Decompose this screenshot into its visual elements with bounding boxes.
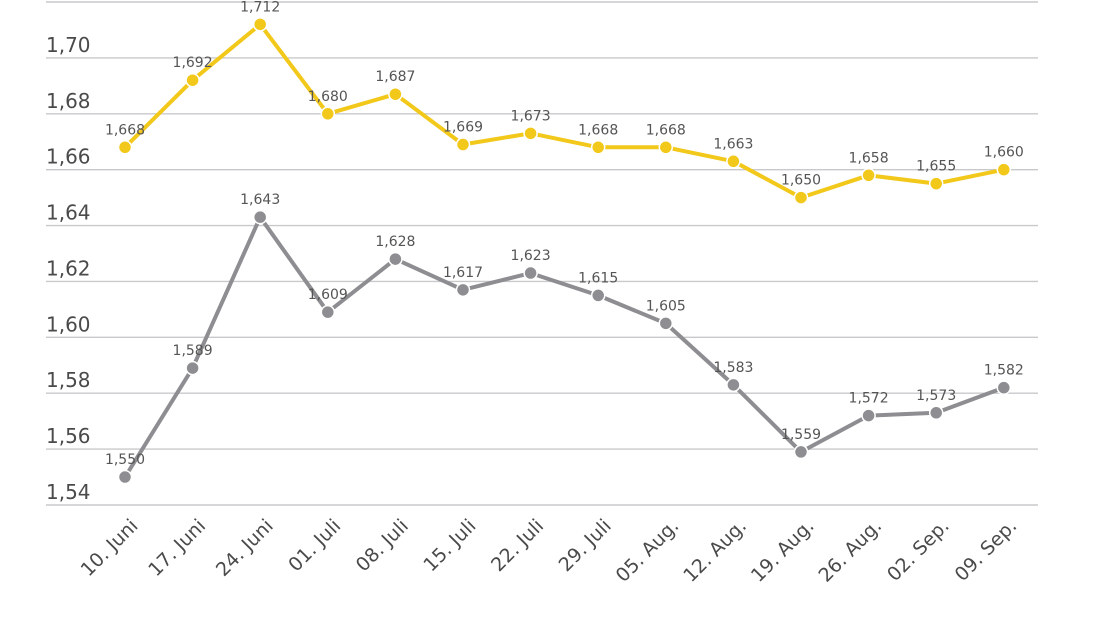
y-tick-label: 1,70 [46, 33, 91, 57]
data-point [388, 86, 403, 102]
x-tick-label: 15. Juli [419, 515, 480, 576]
y-tick-label: 1,66 [46, 145, 91, 169]
x-tick-label: 22. Juli [487, 515, 548, 576]
data-label: 1,692 [173, 55, 213, 71]
data-point [523, 126, 538, 141]
x-tick-label: 08. Juli [352, 515, 413, 576]
data-label: 1,617 [443, 265, 483, 281]
data-point [726, 154, 741, 169]
data-labels: 1,668 1,692 1,712 1,680 1,687 1,669 1,673 1,668… [105, 0, 1024, 468]
data-point [455, 137, 471, 152]
x-tick-label: 02. Sep. [883, 515, 954, 586]
data-point [658, 316, 674, 331]
data-label: 1,550 [105, 452, 145, 468]
data-point [928, 405, 944, 421]
data-label: 1,589 [173, 343, 213, 359]
data-label: 1,650 [781, 173, 821, 189]
x-tick-label: 10. Juni [77, 515, 143, 581]
data-points [117, 17, 1012, 485]
y-tick-label: 1,60 [46, 312, 91, 336]
x-tick-label: 19. Aug. [747, 515, 819, 587]
series-lines [123, 22, 1006, 480]
data-point [726, 377, 741, 393]
data-label: 1,669 [443, 120, 483, 136]
data-label: 1,572 [849, 391, 889, 407]
data-label: 1,660 [984, 145, 1024, 161]
data-label: 1,623 [511, 248, 551, 264]
x-tick-label: 01. Juli [284, 515, 345, 576]
data-point [590, 288, 606, 303]
data-point [658, 140, 674, 155]
data-point [861, 408, 876, 423]
data-point [185, 72, 200, 88]
data-label: 1,668 [646, 122, 686, 138]
data-point [117, 469, 133, 485]
y-axis-tick-labels: 1,54 1,56 1,58 1,60 1,62 1,64 1,66 1,68 1,70 1,72 [46, 0, 91, 504]
data-point [793, 444, 809, 460]
data-point [996, 380, 1012, 395]
data-label: 1,673 [511, 108, 551, 124]
y-tick-label: 1,58 [46, 368, 91, 392]
data-point [523, 265, 538, 281]
data-point [185, 360, 200, 376]
y-tick-label: 1,64 [46, 201, 91, 225]
data-label: 1,615 [578, 270, 618, 286]
data-point [117, 140, 133, 155]
data-label: 1,712 [240, 0, 280, 15]
x-tick-label: 29. Juli [555, 515, 616, 576]
data-label: 1,668 [578, 122, 618, 138]
data-point [590, 140, 606, 155]
y-tick-label: 1,72 [46, 0, 91, 1]
data-label: 1,605 [646, 298, 686, 314]
data-label: 1,668 [105, 122, 145, 138]
x-axis-tick-labels: 10. Juni 17. Juni 24. Juni 01. Juli 08. Juli… [77, 515, 1022, 587]
data-label: 1,643 [240, 192, 280, 208]
data-label: 1,609 [308, 287, 348, 303]
x-tick-label: 24. Juni [212, 515, 278, 581]
data-point [252, 209, 268, 225]
data-label: 1,583 [713, 360, 753, 376]
y-tick-label: 1,68 [46, 89, 91, 113]
data-point [252, 17, 268, 32]
x-tick-label: 12. Aug. [679, 515, 751, 587]
data-point [455, 282, 471, 298]
data-point [928, 176, 944, 191]
data-point [861, 168, 876, 183]
x-tick-label: 05. Aug. [612, 515, 684, 587]
y-tick-label: 1,54 [46, 480, 91, 504]
gridlines [46, 1, 1038, 506]
data-point [996, 162, 1012, 177]
data-point [320, 304, 336, 320]
data-point [388, 251, 403, 267]
data-point [320, 106, 336, 122]
data-label: 1,658 [849, 150, 889, 166]
data-label: 1,573 [916, 388, 956, 404]
x-tick-label: 17. Juni [144, 515, 210, 581]
data-label: 1,628 [375, 234, 415, 250]
data-label: 1,680 [308, 89, 348, 105]
series-line-1 [123, 22, 1006, 200]
data-label: 1,663 [713, 136, 753, 152]
x-tick-label: 26. Aug. [814, 515, 886, 587]
data-label: 1,559 [781, 427, 821, 443]
data-point [793, 190, 809, 205]
data-label: 1,687 [375, 69, 415, 85]
x-tick-label: 09. Sep. [951, 515, 1022, 586]
data-label: 1,655 [916, 159, 956, 175]
y-tick-label: 1,62 [46, 256, 91, 280]
data-label: 1,582 [984, 363, 1024, 379]
series-line-2 [123, 215, 1006, 480]
y-tick-label: 1,56 [46, 424, 91, 448]
